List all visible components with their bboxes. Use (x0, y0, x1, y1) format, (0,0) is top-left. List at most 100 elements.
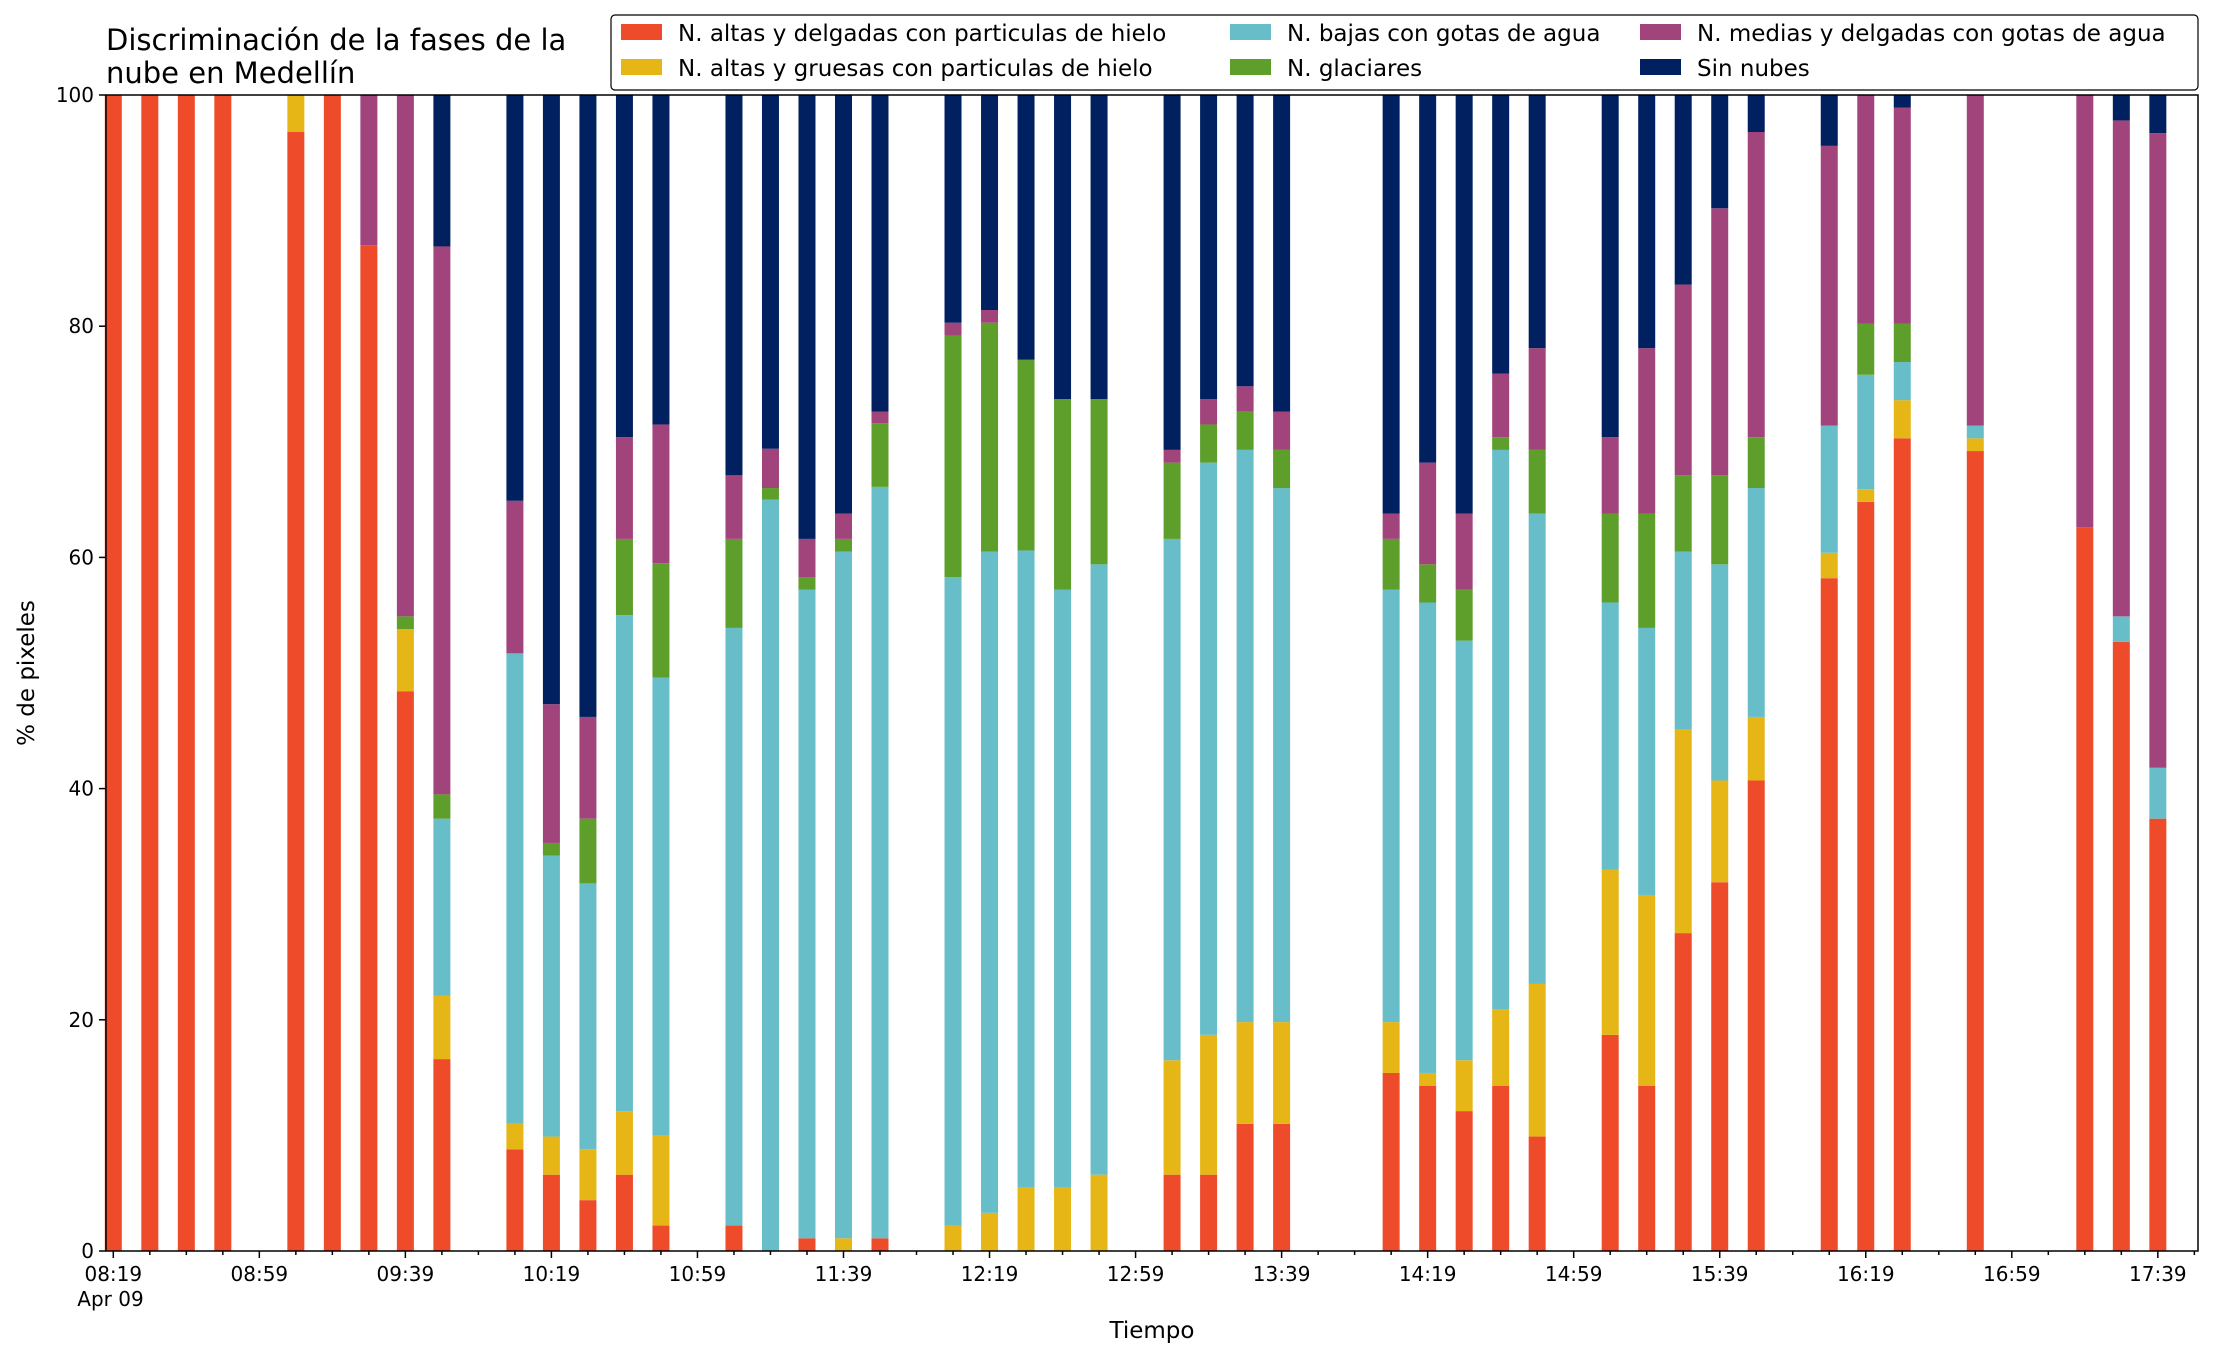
legend-item: N. altas y delgadas con particulas de hi… (621, 21, 1166, 47)
bar-segment (652, 563, 670, 678)
legend-label: N. bajas con gotas de agua (1287, 21, 1600, 47)
bar-stack (506, 95, 524, 1251)
bar-segment (1163, 1060, 1181, 1175)
bar-segment (1492, 449, 1510, 1010)
bar-segment (1017, 359, 1035, 551)
bar-segment (579, 95, 597, 717)
x-tick-label: 10:59 (669, 1262, 727, 1286)
x-tick-label: 12:19 (961, 1262, 1019, 1286)
bar-segment (396, 629, 414, 692)
bar-segment (396, 95, 414, 617)
x-tick-label: 16:19 (1837, 1262, 1895, 1286)
bar-segment (1273, 449, 1291, 489)
bar-segment (1711, 564, 1729, 781)
bar-stack (1382, 95, 1400, 1251)
bar-segment (1200, 1034, 1218, 1175)
bar-segment (1711, 475, 1729, 565)
bar-stack (1455, 95, 1473, 1251)
bar-segment (1054, 589, 1072, 1188)
bar-segment (1711, 780, 1729, 883)
bar-segment (396, 616, 414, 630)
bar-segment (615, 1111, 633, 1175)
bar-segment (981, 322, 999, 552)
bar-segment (1054, 399, 1072, 590)
y-tick-label: 0 (81, 1239, 94, 1263)
bar-segment (1638, 95, 1656, 349)
bar-stack (1966, 95, 1984, 1251)
x-tick-label: 08:19 (84, 1262, 142, 1286)
bar-segment (798, 577, 816, 590)
chart-title-line-1: Discriminación de la fases de la (106, 23, 566, 57)
chart-title: Discriminación de la fases de la nube en… (106, 23, 566, 90)
bar-segment (615, 437, 633, 539)
legend-swatch (1640, 24, 1681, 40)
bar-segment (1200, 399, 1218, 425)
bar-segment (2149, 818, 2167, 1251)
bar-segment (1601, 437, 1619, 514)
bar-segment (1273, 411, 1291, 450)
bar-segment (871, 423, 889, 487)
bar-segment (1820, 552, 1838, 579)
bar-segment (981, 551, 999, 1213)
bar-segment (1163, 95, 1181, 450)
bar-segment (287, 131, 305, 1252)
bar-stack (1601, 95, 1619, 1251)
bar-segment (433, 818, 451, 996)
bar-segment (1747, 780, 1765, 1251)
bar-segment (1820, 425, 1838, 553)
bar-segment (1492, 1085, 1510, 1251)
bar-segment (1455, 640, 1473, 1061)
bar-segment (944, 577, 962, 1226)
bar-segment (287, 95, 305, 132)
bar-segment (725, 538, 743, 628)
legend-label: N. altas y gruesas con particulas de hie… (678, 56, 1153, 82)
bar-stack (177, 95, 195, 1251)
bar-segment (1273, 488, 1291, 1023)
bar-segment (652, 95, 670, 425)
legend-item: N. altas y gruesas con particulas de hie… (621, 56, 1153, 82)
bar-segment (1820, 95, 1838, 146)
bar-segment (177, 95, 195, 1251)
legend-swatch (621, 59, 662, 75)
bar-segment (1382, 1022, 1400, 1073)
bar-segment (1090, 399, 1108, 565)
bar-segment (1747, 716, 1765, 781)
bar-segment (1528, 348, 1546, 450)
bar-segment (1200, 1174, 1218, 1251)
legend-item: N. bajas con gotas de agua (1230, 21, 1600, 47)
bar-segment (1528, 983, 1546, 1137)
bar-segment (433, 246, 451, 795)
bar-segment (1163, 449, 1181, 463)
bar-segment (542, 95, 560, 705)
bar-segment (1638, 1085, 1656, 1251)
bar-segment (798, 538, 816, 578)
bar-stack (396, 95, 414, 1251)
legend: N. altas y delgadas con particulas de hi… (610, 14, 2199, 91)
bar-segment (1017, 95, 1035, 360)
bar-segment (1674, 284, 1692, 476)
bar-segment (1601, 1034, 1619, 1251)
x-tick-label: 12:59 (1107, 1262, 1165, 1286)
bar-segment (1200, 95, 1218, 400)
bar-stack (141, 95, 159, 1251)
bar-segment (433, 794, 451, 819)
bar-segment (579, 818, 597, 884)
bar-segment (1419, 1085, 1437, 1251)
bar-segment (981, 1212, 999, 1251)
bar-segment (506, 500, 524, 654)
bar-segment (725, 95, 743, 476)
bar-segment (1966, 425, 1984, 439)
bar-segment (1090, 564, 1108, 1175)
bar-segment (944, 322, 962, 336)
legend-label: N. altas y delgadas con particulas de hi… (678, 21, 1166, 47)
bar-segment (542, 842, 560, 856)
bar-segment (1200, 424, 1218, 463)
bar-segment (871, 411, 889, 424)
legend-swatch (1230, 24, 1271, 40)
bar-segment (652, 424, 670, 564)
bar-segment (1382, 513, 1400, 539)
bar-segment (1893, 438, 1911, 1252)
bar-segment (506, 95, 524, 501)
y-tick-label: 60 (69, 545, 94, 569)
bar-stack (1820, 95, 1838, 1251)
